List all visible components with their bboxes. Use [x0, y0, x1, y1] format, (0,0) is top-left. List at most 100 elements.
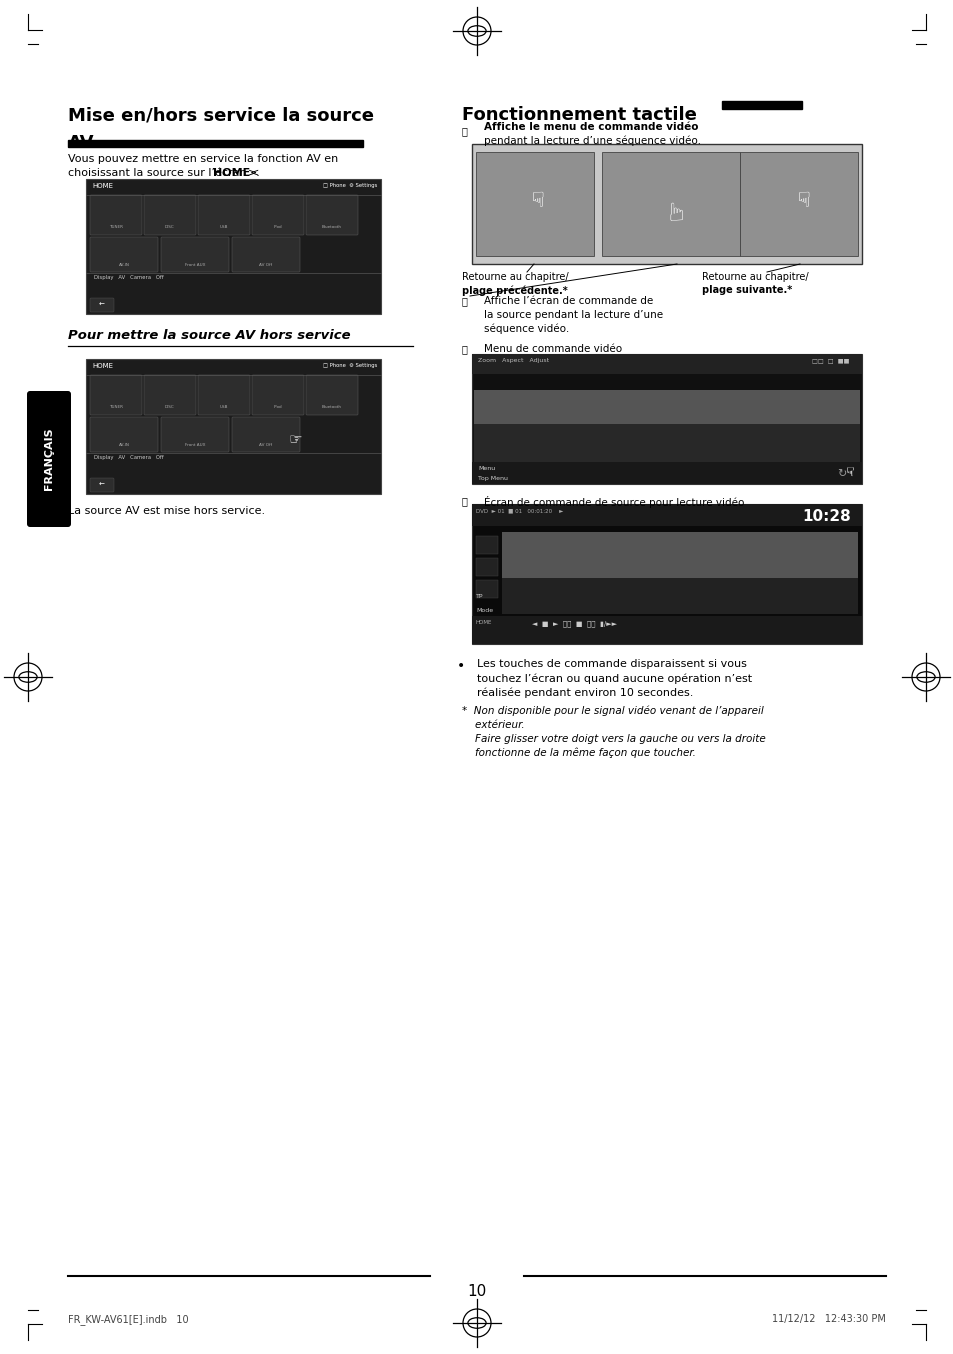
Text: iPod: iPod [274, 405, 282, 409]
Text: ☞: ☞ [664, 198, 688, 221]
FancyBboxPatch shape [306, 375, 357, 414]
Bar [472, 144, 862, 264]
Text: AV Off: AV Off [259, 263, 273, 267]
Text: FR_KW-AV61[E].indb   10: FR_KW-AV61[E].indb 10 [68, 1313, 189, 1326]
Text: HOME: HOME [213, 168, 250, 177]
Text: ☞: ☞ [840, 466, 853, 477]
Bar [501, 578, 857, 613]
Text: 11/12/12   12:43:30 PM: 11/12/12 12:43:30 PM [771, 1313, 885, 1324]
Text: pendant la lecture d’une séquence vidéo.: pendant la lecture d’une séquence vidéo. [483, 135, 700, 146]
Text: USB: USB [219, 405, 228, 409]
Text: ☞: ☞ [289, 432, 302, 448]
Text: HOME: HOME [476, 620, 492, 626]
FancyBboxPatch shape [144, 195, 195, 236]
Text: USB: USB [219, 225, 228, 229]
FancyBboxPatch shape [252, 375, 304, 414]
Text: touchez l’écran ou quand aucune opération n’est: touchez l’écran ou quand aucune opératio… [476, 673, 751, 684]
Text: extérieur.: extérieur. [461, 720, 524, 730]
Text: Écran de commande de source pour lecture vidéo: Écran de commande de source pour lecture… [483, 496, 743, 508]
Text: ←: ← [99, 482, 105, 487]
Bar [501, 532, 857, 578]
Text: DVD  ► 01  ■ 01   00:01:20    ►: DVD ► 01 ■ 01 00:01:20 ► [476, 508, 563, 513]
Bar [476, 536, 497, 554]
Bar [601, 152, 740, 256]
Text: TUNER: TUNER [109, 405, 123, 409]
Text: Ⓑ: Ⓑ [461, 496, 467, 506]
Text: Display   AV   Camera   Off: Display AV Camera Off [94, 275, 164, 280]
Bar [474, 390, 859, 424]
Text: Display   AV   Camera   Off: Display AV Camera Off [94, 455, 164, 460]
Bar [472, 616, 862, 645]
Text: Bluetooth: Bluetooth [322, 225, 341, 229]
Text: Les touches de commande disparaissent si vous: Les touches de commande disparaissent si… [476, 659, 746, 669]
Bar [472, 504, 862, 645]
Text: ◄  ■  ►  ⏮⏮  ■  ⏭⏭  ▮/►►: ◄ ■ ► ⏮⏮ ■ ⏭⏭ ▮/►► [532, 620, 617, 627]
FancyBboxPatch shape [90, 478, 113, 492]
Text: Front AUX: Front AUX [185, 443, 205, 447]
Text: choisissant la source sur l’écran <: choisissant la source sur l’écran < [68, 168, 259, 177]
Text: DISC: DISC [165, 225, 174, 229]
FancyBboxPatch shape [198, 375, 250, 414]
Text: Affiche l’écran de commande de: Affiche l’écran de commande de [483, 297, 653, 306]
Text: Pour mettre la source AV hors service: Pour mettre la source AV hors service [68, 329, 351, 343]
FancyBboxPatch shape [198, 195, 250, 236]
Text: TP: TP [476, 594, 483, 598]
Text: ☞: ☞ [523, 190, 543, 209]
Text: La source AV est mise hors service.: La source AV est mise hors service. [68, 506, 265, 516]
Text: HOME: HOME [91, 363, 112, 370]
Text: iPod: iPod [274, 225, 282, 229]
FancyBboxPatch shape [306, 195, 357, 236]
Bar [472, 353, 862, 483]
Text: AV-IN: AV-IN [118, 443, 130, 447]
Text: séquence vidéo.: séquence vidéo. [483, 324, 569, 334]
Text: Retourne au chapitre/: Retourne au chapitre/ [461, 272, 568, 282]
FancyBboxPatch shape [232, 417, 299, 452]
FancyBboxPatch shape [144, 375, 195, 414]
Text: AV-IN: AV-IN [118, 263, 130, 267]
Text: □ Phone  ⚙ Settings: □ Phone ⚙ Settings [322, 363, 376, 368]
Text: HOME: HOME [91, 183, 112, 190]
Text: ☞: ☞ [789, 190, 809, 209]
Text: •: • [456, 659, 465, 673]
Text: Mise en/hors service la source: Mise en/hors service la source [68, 106, 374, 125]
Bar [472, 353, 862, 374]
Text: FRANÇAIS: FRANÇAIS [44, 428, 54, 490]
Text: la source pendant la lecture d’une: la source pendant la lecture d’une [483, 310, 662, 320]
Text: Front AUX: Front AUX [185, 263, 205, 267]
Text: Ⓑ: Ⓑ [461, 297, 467, 306]
Bar [476, 558, 497, 575]
Text: Bluetooth: Bluetooth [322, 405, 341, 409]
Text: Affiche le menu de commande vidéo: Affiche le menu de commande vidéo [483, 122, 698, 131]
FancyBboxPatch shape [90, 195, 142, 236]
FancyBboxPatch shape [252, 195, 304, 236]
FancyBboxPatch shape [232, 237, 299, 272]
Text: ←: ← [99, 302, 105, 307]
Bar [86, 359, 380, 494]
Text: Fonctionnement tactile: Fonctionnement tactile [461, 106, 696, 125]
Text: AV: AV [68, 134, 94, 152]
Text: Menu de commande vidéo: Menu de commande vidéo [483, 344, 621, 353]
Text: Ⓐ: Ⓐ [461, 126, 467, 135]
FancyBboxPatch shape [90, 237, 158, 272]
Bar [472, 504, 862, 525]
Bar [501, 532, 857, 613]
FancyBboxPatch shape [161, 237, 229, 272]
Bar [721, 102, 801, 110]
Text: Ⓐ: Ⓐ [461, 344, 467, 353]
Text: réalisée pendant environ 10 secondes.: réalisée pendant environ 10 secondes. [476, 686, 693, 697]
FancyBboxPatch shape [90, 298, 113, 311]
Bar [68, 139, 363, 148]
Text: Retourne au chapitre/: Retourne au chapitre/ [701, 272, 808, 282]
FancyBboxPatch shape [90, 417, 158, 452]
FancyBboxPatch shape [90, 375, 142, 414]
Text: 10:28: 10:28 [801, 509, 850, 524]
Text: Top Menu: Top Menu [477, 477, 507, 481]
Text: *  Non disponible pour le signal vidéo venant de l’appareil: * Non disponible pour le signal vidéo ve… [461, 705, 763, 716]
Text: Faire glisser votre doigt vers la gauche ou vers la droite: Faire glisser votre doigt vers la gauche… [461, 734, 765, 743]
Text: Zoom   Aspect   Adjust: Zoom Aspect Adjust [477, 357, 549, 363]
Bar [476, 580, 497, 598]
Text: plage suivante.*: plage suivante.* [701, 284, 791, 295]
FancyBboxPatch shape [161, 417, 229, 452]
Text: >.: >. [248, 168, 260, 177]
Text: plage précédente.*: plage précédente.* [461, 284, 567, 295]
